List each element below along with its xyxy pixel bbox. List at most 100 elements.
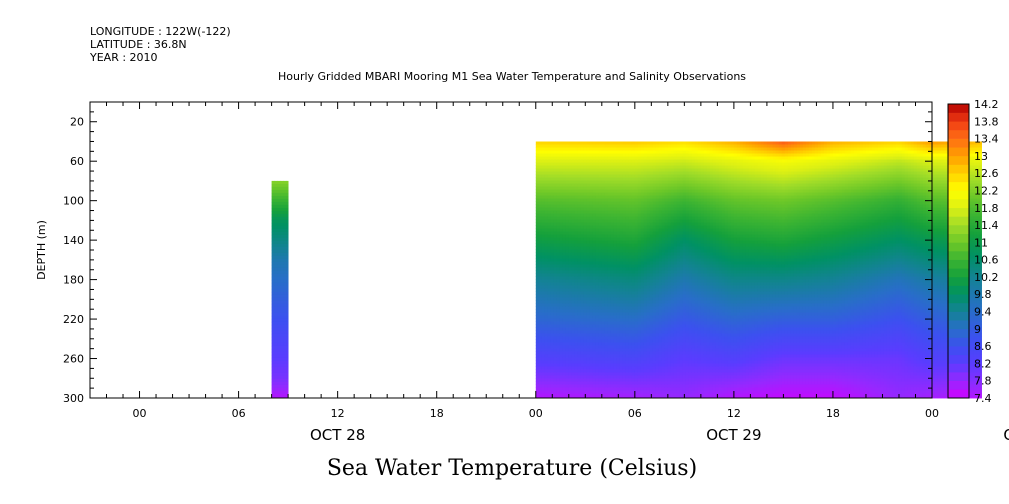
heatmap-cell (604, 387, 609, 391)
heatmap-cell (670, 357, 675, 361)
heatmap-cell (595, 150, 600, 154)
heatmap-cell (595, 219, 600, 223)
heatmap-cell (616, 357, 621, 361)
heatmap-cell (613, 141, 618, 145)
heatmap-cell (631, 183, 636, 187)
heatmap-cell (640, 327, 645, 331)
heatmap-cell (625, 204, 630, 208)
heatmap-cell (541, 303, 546, 307)
heatmap-cell (562, 198, 567, 202)
heatmap-cell (643, 207, 648, 211)
heatmap-cell (541, 312, 546, 316)
heatmap-cell (538, 306, 543, 310)
heatmap-cell (679, 366, 684, 370)
heatmap-cell (586, 219, 591, 223)
heatmap-cell (691, 264, 696, 268)
heatmap-cell (604, 378, 609, 382)
heatmap-cell (283, 306, 287, 311)
heatmap-cell (613, 174, 618, 178)
heatmap-cell (673, 177, 678, 181)
heatmap-cell (583, 285, 588, 289)
heatmap-cell (682, 282, 687, 286)
heatmap-cell (640, 261, 645, 265)
heatmap-cell (538, 330, 543, 334)
heatmap-cell (649, 348, 654, 352)
heatmap-cell (637, 180, 642, 184)
heatmap-cell (589, 360, 594, 364)
heatmap-cell (547, 183, 552, 187)
heatmap-cell (586, 309, 591, 313)
heatmap-cell (595, 249, 600, 253)
heatmap-cell (688, 204, 693, 208)
heatmap-cell (568, 312, 573, 316)
heatmap-cell (286, 372, 289, 377)
heatmap-cell (553, 168, 558, 172)
heatmap-cell (652, 291, 657, 295)
heatmap-cell (589, 177, 594, 181)
heatmap-cell (277, 180, 281, 185)
heatmap-cell (664, 162, 669, 166)
heatmap-cell (622, 153, 627, 157)
heatmap-cell (655, 363, 660, 367)
heatmap-cell (595, 177, 600, 181)
heatmap-cell (655, 141, 660, 145)
heatmap-cell (667, 267, 672, 271)
heatmap-cell (541, 291, 546, 295)
heatmap-cell (583, 249, 588, 253)
heatmap-cell (580, 147, 585, 151)
heatmap-cell (535, 228, 540, 232)
heatmap-cell (577, 360, 582, 364)
heatmap-cell (556, 264, 561, 268)
heatmap-cell (625, 234, 630, 238)
heatmap-cell (679, 144, 684, 148)
heatmap-cell (589, 369, 594, 373)
heatmap-cell (679, 306, 684, 310)
heatmap-cell (583, 375, 588, 379)
heatmap-cell (550, 192, 555, 196)
heatmap-cell (682, 390, 687, 394)
heatmap-cell (646, 369, 651, 373)
heatmap-cell (643, 144, 648, 148)
heatmap-cell (535, 306, 540, 310)
heatmap-cell (661, 354, 666, 358)
heatmap-cell (628, 306, 633, 310)
heatmap-cell (271, 210, 275, 215)
heatmap-cell (586, 384, 591, 388)
heatmap-cell (559, 297, 564, 301)
heatmap-cell (556, 243, 561, 247)
heatmap-cell (640, 225, 645, 229)
heatmap-cell (547, 150, 552, 154)
heatmap-cell (592, 369, 597, 373)
heatmap-cell (655, 186, 660, 190)
heatmap-cell (577, 279, 582, 283)
heatmap-cell (580, 252, 585, 256)
heatmap-cell (541, 282, 546, 286)
heatmap-cell (631, 366, 636, 370)
heatmap-cell (550, 156, 555, 160)
heatmap-cell (571, 360, 576, 364)
heatmap-cell (667, 372, 672, 376)
heatmap-cell (283, 273, 287, 278)
heatmap-cell (634, 213, 639, 217)
heatmap-cell (538, 336, 543, 340)
heatmap-cell (676, 312, 681, 316)
heatmap-cell (607, 363, 612, 367)
heatmap-cell (631, 141, 636, 145)
heatmap-cell (589, 348, 594, 352)
heatmap-cell (679, 150, 684, 154)
heatmap-cell (667, 210, 672, 214)
heatmap-cell (583, 372, 588, 376)
heatmap-cell (628, 276, 633, 280)
heatmap-cell (664, 276, 669, 280)
heatmap-cell (283, 327, 287, 332)
heatmap-cell (550, 270, 555, 274)
heatmap-cell (685, 240, 690, 244)
heatmap-cell (550, 255, 555, 259)
heatmap-cell (691, 246, 696, 250)
heatmap-cell (616, 201, 621, 205)
heatmap-cell (631, 144, 636, 148)
heatmap-cell (544, 258, 549, 262)
heatmap-cell (568, 273, 573, 277)
heatmap-cell (589, 396, 594, 399)
heatmap-cell (544, 315, 549, 319)
